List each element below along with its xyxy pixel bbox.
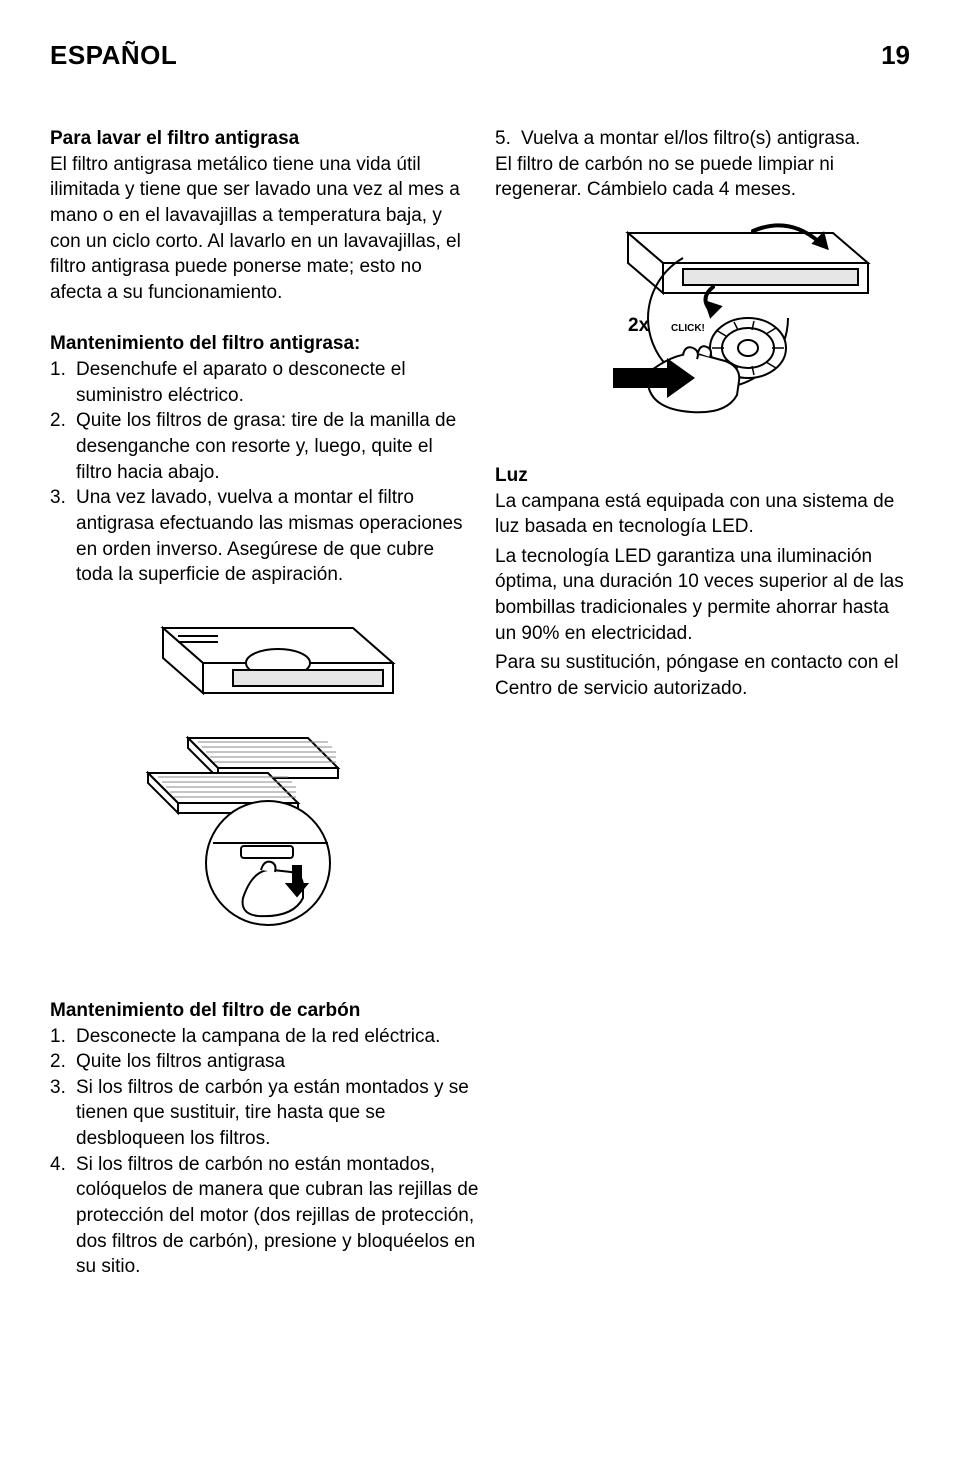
list-number: 3. xyxy=(50,485,76,588)
paragraph-luz-3: Para su sustitución, póngase en contacto… xyxy=(495,650,910,701)
list-item: 3. Una vez lavado, vuelva a montar el fi… xyxy=(50,485,465,588)
heading-mantenimiento-antigrasa: Mantenimiento del filtro antigrasa: xyxy=(50,331,465,357)
list-item: 1. Desenchufe el aparato o desconecte el… xyxy=(50,357,465,408)
carbon-filter-diagram-icon: 2x CLICK! xyxy=(533,223,873,453)
paragraph-carbon-filter: El filtro de carbón no se puede limpiar … xyxy=(495,152,910,203)
list-number: 2. xyxy=(50,408,76,485)
left-column: Para lavar el filtro antigrasa El filtro… xyxy=(50,126,465,938)
label-click: CLICK! xyxy=(671,323,705,334)
paragraph-luz-2: La tecnología LED garantiza una iluminac… xyxy=(495,544,910,647)
list-number: 4. xyxy=(50,1152,76,1280)
list-text: Vuelva a montar el/los filtro(s) antigra… xyxy=(521,126,910,152)
right-column: 5. Vuelva a montar el/los filtro(s) anti… xyxy=(495,126,910,938)
two-column-layout: Para lavar el filtro antigrasa El filtro… xyxy=(50,126,910,938)
paragraph-luz-1: La campana está equipada con una sistema… xyxy=(495,489,910,540)
list-number: 5. xyxy=(495,126,521,152)
heading-luz: Luz xyxy=(495,463,910,489)
grease-filter-diagram-icon xyxy=(93,608,423,928)
list-text: Si los filtros de carbón no están montad… xyxy=(76,1152,480,1280)
list-number: 3. xyxy=(50,1075,76,1152)
list-item: 5. Vuelva a montar el/los filtro(s) anti… xyxy=(495,126,910,152)
list-item: 1. Desconecte la campana de la red eléct… xyxy=(50,1024,480,1050)
list-text: Si los filtros de carbón ya están montad… xyxy=(76,1075,480,1152)
list-text: Quite los filtros antigrasa xyxy=(76,1049,480,1075)
list-text: Desconecte la campana de la red eléctric… xyxy=(76,1024,480,1050)
list-number: 1. xyxy=(50,1024,76,1050)
heading-mantenimiento-carbon: Mantenimiento del filtro de carbón xyxy=(50,998,480,1024)
list-item: 2. Quite los filtros de grasa: tire de l… xyxy=(50,408,465,485)
figure-carbon-filter-install: 2x CLICK! xyxy=(495,223,910,453)
list-text: Quite los filtros de grasa: tire de la m… xyxy=(76,408,465,485)
lower-section: Mantenimiento del filtro de carbón 1. De… xyxy=(50,998,910,1280)
list-item: 3. Si los filtros de carbón ya están mon… xyxy=(50,1075,480,1152)
list-text: Desenchufe el aparato o desconecte el su… xyxy=(76,357,465,408)
language-label: ESPAÑOL xyxy=(50,40,177,71)
list-number: 2. xyxy=(50,1049,76,1075)
list-number: 1. xyxy=(50,357,76,408)
list-item: 2. Quite los filtros antigrasa xyxy=(50,1049,480,1075)
page-number: 19 xyxy=(881,40,910,71)
list-text: Una vez lavado, vuelva a montar el filtr… xyxy=(76,485,465,588)
paragraph-lavar-filtro: El filtro antigrasa metálico tiene una v… xyxy=(50,152,465,306)
figure-grease-filter-removal xyxy=(50,608,465,928)
list-item: 4. Si los filtros de carbón no están mon… xyxy=(50,1152,480,1280)
heading-lavar-filtro: Para lavar el filtro antigrasa xyxy=(50,126,465,152)
label-2x: 2x xyxy=(628,315,650,336)
page-header: ESPAÑOL 19 xyxy=(50,40,910,71)
